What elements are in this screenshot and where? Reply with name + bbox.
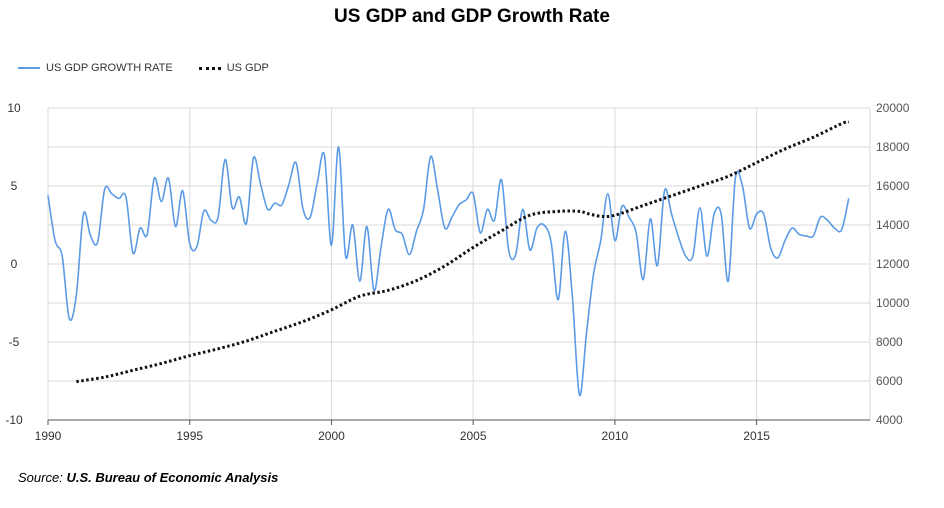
legend-swatch-growth-rate — [18, 67, 40, 69]
y-right-tick-label: 20000 — [876, 101, 910, 115]
series-line-growth-rate — [47, 146, 850, 396]
y-left-tick-label: 5 — [11, 179, 18, 193]
legend-item-gdp[interactable]: US GDP — [198, 62, 269, 74]
legend-swatch-gdp — [198, 66, 221, 70]
y-right-tick-label: 14000 — [876, 218, 910, 232]
y-right-tick-label: 8000 — [876, 335, 903, 349]
x-tick-label: 2005 — [460, 429, 487, 443]
y-right-tick-label: 6000 — [876, 374, 903, 388]
x-tick-label: 2010 — [602, 429, 629, 443]
chart-title: US GDP and GDP Growth Rate — [334, 6, 610, 27]
y-left-tick-label: -10 — [5, 413, 23, 427]
y-right-tick-label: 16000 — [876, 179, 910, 193]
x-tick-label: 2000 — [318, 429, 345, 443]
series-line-gdp — [76, 120, 850, 384]
legend-item-growth-rate[interactable]: US GDP GROWTH RATE — [18, 62, 173, 74]
source-prefix: Source: — [18, 470, 63, 485]
x-tick-label: 2015 — [743, 429, 770, 443]
y-right-tick-label: 4000 — [876, 413, 903, 427]
x-tick-label: 1990 — [35, 429, 62, 443]
legend-label-growth-rate: US GDP GROWTH RATE — [46, 62, 173, 74]
legend: US GDP GROWTH RATE US GDP — [18, 62, 269, 74]
y-right-tick-label: 18000 — [876, 140, 910, 154]
source-name: U.S. Bureau of Economic Analysis — [66, 470, 279, 485]
y-left-tick-label: -5 — [9, 335, 20, 349]
x-tick-label: 1995 — [176, 429, 203, 443]
y-right-tick-label: 10000 — [876, 296, 910, 310]
legend-label-gdp: US GDP — [226, 62, 269, 74]
source-note: Source: U.S. Bureau of Economic Analysis — [18, 470, 278, 485]
y-right-tick-label: 12000 — [876, 257, 910, 271]
y-left-tick-label: 0 — [11, 257, 18, 271]
y-left-tick-label: 10 — [7, 101, 21, 115]
